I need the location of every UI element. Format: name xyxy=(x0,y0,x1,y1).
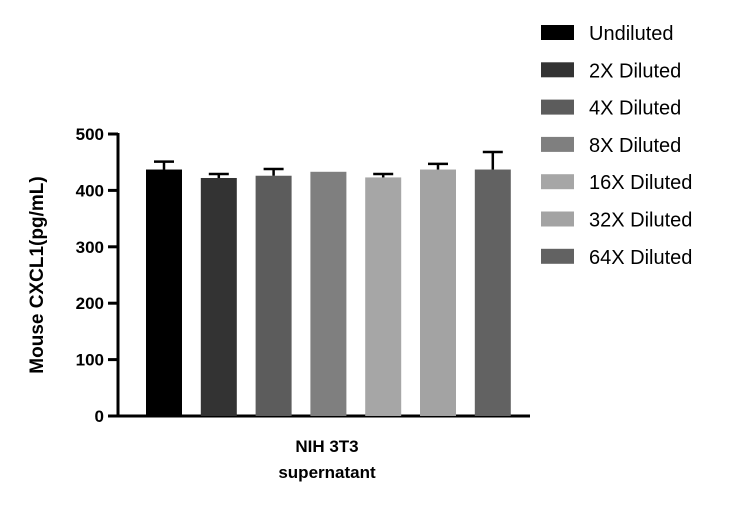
y-axis: 0 100 200 300 400 500 xyxy=(76,125,530,426)
legend-label-3: 4X Diluted xyxy=(589,98,681,120)
legend-label-5: 16X Diluted xyxy=(589,172,692,194)
legend-swatch-5 xyxy=(541,174,574,190)
y-tick-label-200: 200 xyxy=(76,294,104,313)
category-label-line-1: NIH 3T3 xyxy=(295,437,358,456)
y-tick-label-100: 100 xyxy=(76,351,104,370)
y-tick-label-400: 400 xyxy=(76,181,104,200)
bar-4 xyxy=(310,171,347,416)
legend-label-6: 32X Diluted xyxy=(589,210,692,232)
bars xyxy=(146,150,511,416)
y-axis-title: Mouse CXCL1(pg/mL) xyxy=(27,176,48,373)
y-tick-label-500: 500 xyxy=(76,125,104,144)
bar-7 xyxy=(474,169,511,416)
legend-label-1: Undiluted xyxy=(589,23,674,45)
bar-5 xyxy=(365,177,402,416)
legend-label-4: 8X Diluted xyxy=(589,135,681,157)
legend-swatch-1 xyxy=(541,25,574,40)
legend-label-7: 64X Diluted xyxy=(589,247,692,269)
bar-6 xyxy=(420,169,456,416)
bar-1 xyxy=(146,169,182,416)
category-label-line-2: supernatant xyxy=(278,463,376,482)
bar-2 xyxy=(200,177,237,416)
legend: Undiluted 2X Diluted 4X Diluted 8X Diluted 1… xyxy=(541,23,692,269)
bar-3 xyxy=(255,175,292,416)
legend-swatch-3 xyxy=(541,99,574,115)
legend-swatch-6 xyxy=(541,211,574,227)
y-tick-label-0: 0 xyxy=(95,407,104,426)
legend-swatch-7 xyxy=(541,248,574,264)
legend-swatch-4 xyxy=(541,136,574,152)
y-tick-label-300: 300 xyxy=(76,238,104,257)
legend-label-2: 2X Diluted xyxy=(589,60,681,82)
legend-swatch-2 xyxy=(541,62,574,78)
